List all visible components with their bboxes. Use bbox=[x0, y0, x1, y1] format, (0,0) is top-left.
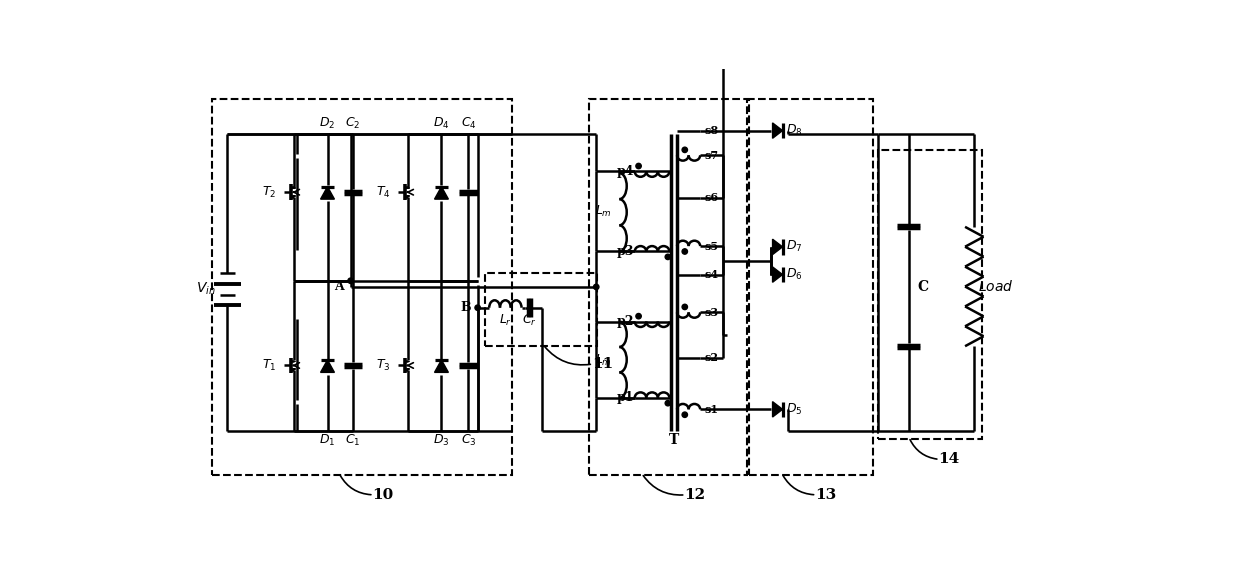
Text: $C_3$: $C_3$ bbox=[460, 432, 476, 448]
Circle shape bbox=[636, 163, 641, 168]
Text: $Load$: $Load$ bbox=[978, 279, 1013, 294]
Text: $T_4$: $T_4$ bbox=[376, 185, 391, 200]
Text: s3: s3 bbox=[704, 307, 719, 318]
Text: $C_4$: $C_4$ bbox=[460, 116, 476, 131]
Circle shape bbox=[665, 400, 671, 406]
Circle shape bbox=[594, 284, 599, 290]
Text: T: T bbox=[668, 433, 680, 447]
Polygon shape bbox=[321, 360, 335, 373]
Polygon shape bbox=[321, 187, 335, 199]
Text: $D_3$: $D_3$ bbox=[433, 432, 450, 448]
Polygon shape bbox=[434, 360, 449, 373]
Polygon shape bbox=[773, 267, 782, 282]
Polygon shape bbox=[773, 239, 782, 255]
Text: s7: s7 bbox=[704, 150, 719, 161]
Bar bbox=[589, 99, 748, 475]
Text: $T_1$: $T_1$ bbox=[262, 358, 277, 373]
Text: s4: s4 bbox=[704, 269, 719, 280]
Text: p1: p1 bbox=[616, 392, 634, 404]
Circle shape bbox=[682, 412, 687, 417]
Text: $L_r$: $L_r$ bbox=[498, 312, 512, 328]
Text: s5: s5 bbox=[704, 240, 719, 252]
Polygon shape bbox=[434, 187, 449, 199]
Text: 11: 11 bbox=[591, 357, 613, 371]
Text: $D_5$: $D_5$ bbox=[786, 402, 802, 417]
Circle shape bbox=[682, 304, 687, 309]
Text: $L_m$: $L_m$ bbox=[595, 204, 613, 219]
Circle shape bbox=[348, 278, 353, 283]
Text: 14: 14 bbox=[939, 453, 960, 466]
Bar bbox=[485, 273, 596, 346]
Circle shape bbox=[682, 249, 687, 254]
Text: A: A bbox=[334, 281, 343, 293]
Text: s8: s8 bbox=[704, 125, 719, 136]
Circle shape bbox=[636, 313, 641, 319]
Text: $D_7$: $D_7$ bbox=[786, 239, 802, 254]
Text: p3: p3 bbox=[616, 245, 634, 258]
Text: s1: s1 bbox=[704, 404, 719, 415]
Text: $D_4$: $D_4$ bbox=[433, 116, 450, 131]
Polygon shape bbox=[773, 123, 782, 139]
Text: s2: s2 bbox=[704, 352, 719, 363]
Text: s6: s6 bbox=[704, 192, 719, 203]
Circle shape bbox=[665, 254, 671, 259]
Text: $L_m$: $L_m$ bbox=[595, 352, 613, 367]
Bar bbox=[212, 99, 512, 475]
Text: $C_1$: $C_1$ bbox=[345, 432, 361, 448]
Text: C: C bbox=[918, 280, 929, 294]
Text: $D_1$: $D_1$ bbox=[320, 432, 336, 448]
Text: p2: p2 bbox=[616, 315, 634, 328]
Circle shape bbox=[682, 147, 687, 152]
Text: 12: 12 bbox=[684, 488, 706, 502]
Text: $D_2$: $D_2$ bbox=[320, 116, 336, 131]
Text: 10: 10 bbox=[372, 488, 393, 502]
Text: $T_2$: $T_2$ bbox=[262, 185, 277, 200]
Text: $C_2$: $C_2$ bbox=[345, 116, 361, 131]
Text: 13: 13 bbox=[815, 488, 836, 502]
Text: p4: p4 bbox=[616, 165, 634, 178]
Text: $D_6$: $D_6$ bbox=[786, 267, 802, 282]
Text: $C_r$: $C_r$ bbox=[522, 312, 537, 328]
Text: $T_3$: $T_3$ bbox=[376, 358, 391, 373]
Text: $V_{in}$: $V_{in}$ bbox=[196, 280, 216, 297]
Text: $D_8$: $D_8$ bbox=[786, 123, 802, 138]
Circle shape bbox=[475, 305, 480, 310]
Text: B: B bbox=[461, 301, 471, 314]
Bar bbox=[878, 150, 982, 439]
Polygon shape bbox=[773, 402, 782, 417]
Bar bbox=[749, 99, 873, 475]
